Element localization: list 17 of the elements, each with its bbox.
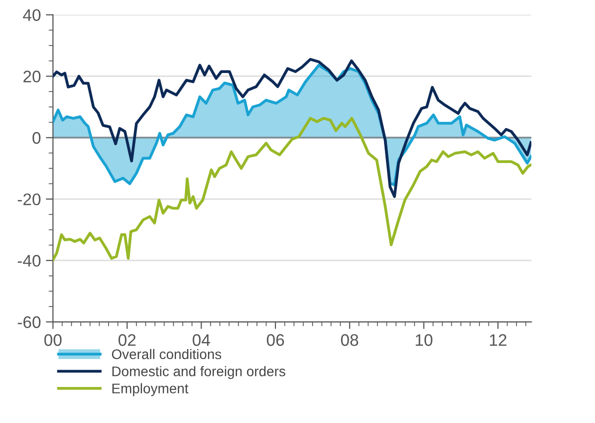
legend-label: Employment (112, 383, 188, 396)
x-tick-label: 10 (416, 334, 432, 346)
x-tick-label: 08 (341, 334, 358, 346)
x-tick-label: 12 (490, 334, 506, 346)
y-tick-label: -20 (18, 193, 40, 206)
x-tick-label: 04 (192, 334, 210, 346)
y-tick-label: 0 (32, 132, 40, 144)
y-tick-label: -60 (18, 316, 40, 328)
x-tick-label: 00 (44, 334, 62, 346)
y-tick-label: 40 (22, 9, 40, 22)
line-series (52, 116, 532, 262)
legend-label: Domestic and foreign orders (112, 366, 286, 380)
legend-label: Overall conditions (112, 348, 222, 360)
x-tick-label: 02 (118, 334, 136, 346)
y-tick-label: 20 (23, 70, 40, 82)
y-tick-label: -40 (18, 254, 40, 267)
x-tick-label: 06 (266, 334, 284, 346)
